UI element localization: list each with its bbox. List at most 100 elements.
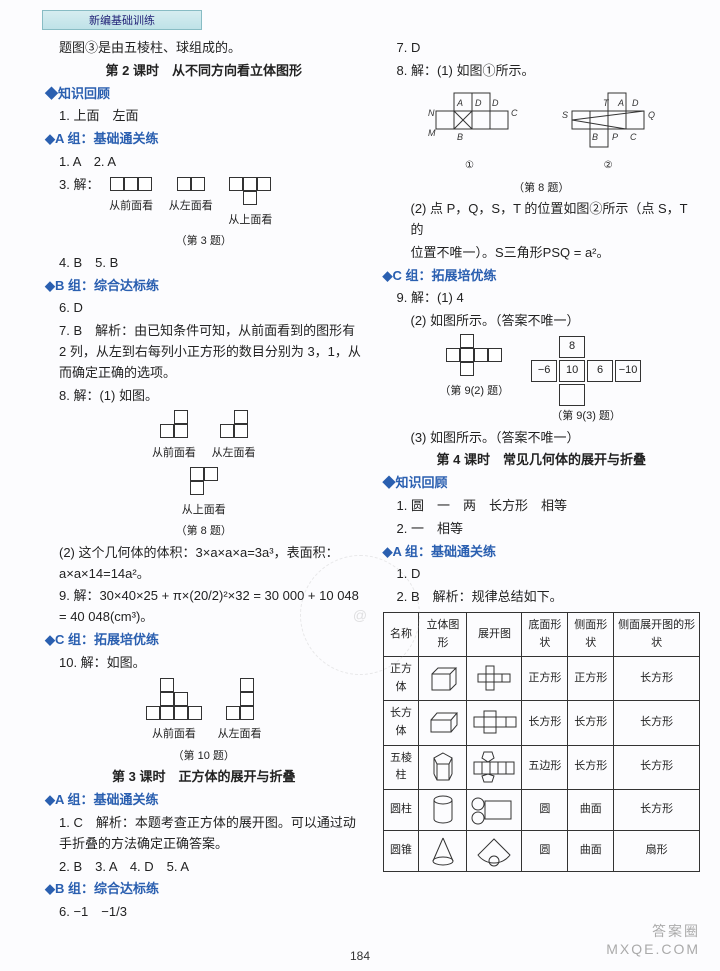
svg-text:B: B (592, 132, 598, 142)
svg-text:P: P (612, 132, 618, 142)
answer-line: 6. D (45, 298, 363, 319)
shape-name: 圆柱 (383, 789, 419, 830)
left-column: 题图③是由五棱柱、球组成的。 第 2 课时 从不同方向看立体图形 ◆知识回顾 1… (45, 8, 363, 925)
answer-line: (2) 点 P，Q，S，T 的位置如图②所示（点 S，T 的 (383, 199, 701, 241)
section-a-group: ◆A 组：基础通关练 (45, 790, 363, 811)
table-cell: 扇形 (614, 830, 700, 871)
table-cell: 长方形 (614, 789, 700, 830)
table-cell: 正方形 (522, 657, 568, 701)
lesson-3-title: 第 3 课时 正方体的展开与折叠 (45, 767, 363, 788)
lesson-4-title: 第 4 课时 常见几何体的展开与折叠 (383, 450, 701, 471)
table-cell: 圆 (522, 789, 568, 830)
answer-line: (2) 如图所示。（答案不唯一） (383, 311, 701, 332)
cuboid-net-icon (470, 709, 518, 737)
answer-line: 2. B 3. A 4. D 5. A (45, 857, 363, 878)
cross-net-blank (446, 334, 502, 376)
answer-line: 4. B 5. B (45, 253, 363, 274)
shape-name: 圆锥 (383, 830, 419, 871)
q3-figures: 3. 解： 从前面看 从左面看 从上面看 (45, 175, 363, 231)
table-header: 立体图形 (419, 612, 467, 656)
pentaprism-net-icon (470, 750, 518, 784)
svg-text:S: S (562, 110, 568, 120)
answer-line: 1. D (383, 564, 701, 585)
lesson-2-title: 第 2 课时 从不同方向看立体图形 (45, 61, 363, 82)
watermark-line: 答案圈 (606, 921, 700, 941)
svg-text:D: D (492, 98, 499, 108)
section-b-group: ◆B 组：综合达标练 (45, 276, 363, 297)
right-column: 7. D 8. 解：(1) 如图①所示。 NA (383, 8, 701, 925)
figure-caption: （第 9(2) 题） (439, 383, 509, 401)
view-caption-left: 从左面看 (218, 726, 262, 744)
answer-line: 8. 解：(1) 如图①所示。 (383, 61, 701, 82)
table-cell: 曲面 (568, 789, 614, 830)
table-row: 长方体 长方形 长方形 长方形 (383, 701, 700, 745)
figure-caption: （第 8 题） (383, 180, 701, 198)
cube-net-icon (472, 664, 516, 694)
table-header: 侧面形状 (568, 612, 614, 656)
section-a-group: ◆A 组：基础通关练 (45, 129, 363, 150)
view-caption-top: 从上面看 (182, 502, 226, 520)
view-caption-front: 从前面看 (152, 445, 196, 463)
q10-figures: 从前面看 从左面看 (45, 676, 363, 746)
shape-name: 长方体 (383, 701, 419, 745)
figure-caption: （第 9(3) 题） (529, 408, 643, 426)
q9-figures: （第 9(2) 题） 8 −6106−10 （第 9(3) 题） (383, 334, 701, 426)
answer-line: 8. 解：(1) 如图。 (45, 386, 363, 407)
view-caption-left: 从左面看 (169, 198, 213, 216)
answer-line: 1. 上面 左面 (45, 106, 363, 127)
svg-text:C: C (511, 108, 518, 118)
answer-line: 3. 解： (59, 177, 99, 192)
answer-line: 6. −1 −1/3 (45, 902, 363, 923)
svg-text:D: D (475, 98, 482, 108)
section-a-group: ◆A 组：基础通关练 (383, 542, 701, 563)
q8-net-figures: NA DC MB D ① (383, 84, 701, 178)
table-header: 侧面展开图的形状 (614, 612, 700, 656)
table-header: 底面形状 (522, 612, 568, 656)
figure-caption: （第 8 题） (45, 523, 363, 541)
cylinder-net-icon (469, 795, 519, 825)
q8-figures: 从前面看 从左面看 从上面看 (45, 408, 363, 521)
table-header: 展开图 (467, 612, 522, 656)
figure-caption: （第 10 题） (45, 748, 363, 766)
text-line: 题图③是由五棱柱、球组成的。 (45, 38, 363, 59)
table-row: 五棱柱 五边形 长方形 长方形 (383, 745, 700, 789)
svg-text:T: T (603, 98, 610, 108)
cone-net-icon (472, 835, 516, 867)
answer-line: 9. 解：(1) 4 (383, 288, 701, 309)
answer-line: 10. 解：如图。 (45, 653, 363, 674)
table-row: 圆锥 圆 曲面 扇形 (383, 830, 700, 871)
table-row: 正方体 正方形 正方形 长方形 (383, 657, 700, 701)
answer-line: 1. C 解析：本题考查正方体的展开图。可以通过动手折叠的方法确定正确答案。 (45, 813, 363, 855)
watermark-stamp: @ (300, 555, 420, 675)
cube-icon (426, 664, 460, 694)
pentaprism-icon (428, 750, 458, 784)
answer-line: 1. 圆 一 两 长方形 相等 (383, 496, 701, 517)
shapes-summary-table: 名称 立体图形 展开图 底面形状 侧面形状 侧面展开图的形状 正方体 正方形 正… (383, 612, 701, 872)
answer-line: 7. B 解析：由已知条件可知，从前面看到的图形有 2 列，从左到右每列小正方形… (45, 321, 363, 383)
table-cell: 长方形 (614, 701, 700, 745)
table-cell: 长方形 (568, 745, 614, 789)
site-watermark: 答案圈 MXQE.COM (606, 921, 700, 957)
table-cell: 长方形 (614, 745, 700, 789)
answer-line: 7. D (383, 38, 701, 59)
cuboid-icon (426, 708, 460, 738)
table-header-row: 名称 立体图形 展开图 底面形状 侧面形状 侧面展开图的形状 (383, 612, 700, 656)
table-cell: 正方形 (568, 657, 614, 701)
answer-line: 位置不唯一）。S三角形PSQ = a²。 (383, 243, 701, 264)
svg-text:N: N (428, 108, 435, 118)
svg-text:C: C (630, 132, 637, 142)
svg-text:Q: Q (648, 110, 655, 120)
table-cell: 圆 (522, 830, 568, 871)
section-knowledge-review: ◆知识回顾 (383, 473, 701, 494)
view-caption-front: 从前面看 (109, 198, 153, 216)
table-cell: 曲面 (568, 830, 614, 871)
view-caption-left: 从左面看 (212, 445, 256, 463)
table-cell: 五边形 (522, 745, 568, 789)
table-cell: 长方形 (522, 701, 568, 745)
table-cell: 长方形 (614, 657, 700, 701)
table-cell: 长方形 (568, 701, 614, 745)
svg-text:M: M (428, 128, 436, 138)
cylinder-icon (430, 794, 456, 826)
net-diagram-2: ST AD QB PC (548, 88, 668, 158)
cross-net-numbers: 8 −6106−10 (529, 334, 643, 408)
